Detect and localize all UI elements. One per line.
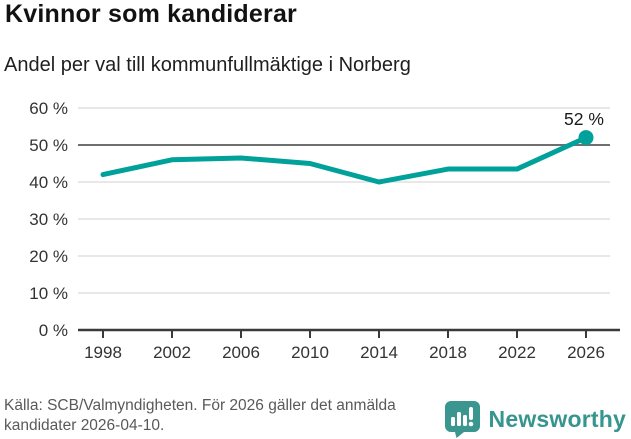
x-axis-label: 2026 bbox=[567, 343, 605, 362]
y-axis-label: 30 % bbox=[29, 210, 68, 229]
x-axis-label: 1998 bbox=[84, 343, 122, 362]
exclamation-dot bbox=[468, 421, 473, 427]
page-title: Kvinnor som kandiderar bbox=[5, 0, 297, 28]
data-point-last bbox=[578, 130, 594, 146]
bar-medium bbox=[462, 415, 467, 426]
line-chart: 0 % 10 % 20 % 30 % 40 % 50 % 60 % 1998 2002 2006 2… bbox=[29, 99, 620, 362]
y-axis-label: 20 % bbox=[29, 247, 68, 266]
y-axis-label: 50 % bbox=[29, 136, 68, 155]
speech-bubble-shape bbox=[444, 401, 480, 438]
bar-short bbox=[450, 417, 455, 426]
chart-subtitle: Andel per val till kommunfullmäktige i N… bbox=[4, 54, 411, 76]
x-axis-label: 2002 bbox=[153, 343, 191, 362]
y-axis-label: 10 % bbox=[29, 284, 68, 303]
y-axis-label: 0 % bbox=[39, 321, 68, 340]
source-note: Källa: SCB/Valmyndigheten. För 2026 gäll… bbox=[4, 397, 396, 435]
bar-tall bbox=[456, 412, 461, 426]
newsworthy-logo[interactable]: Newsworthy bbox=[443, 400, 626, 438]
y-axis-label: 40 % bbox=[29, 173, 68, 192]
x-axis-label: 2014 bbox=[360, 343, 398, 362]
exclamation-bar bbox=[468, 407, 473, 420]
data-point-label: 52 % bbox=[564, 109, 604, 129]
newsworthy-logo-icon bbox=[444, 401, 480, 438]
newsworthy-wordmark: Newsworthy bbox=[488, 405, 626, 432]
y-axis-label: 60 % bbox=[29, 99, 68, 118]
x-axis-label: 2006 bbox=[222, 343, 260, 362]
x-axis-label: 2010 bbox=[291, 343, 329, 362]
data-line bbox=[100, 135, 589, 185]
x-axis-label: 2018 bbox=[429, 343, 467, 362]
x-axis-label: 2022 bbox=[498, 343, 536, 362]
